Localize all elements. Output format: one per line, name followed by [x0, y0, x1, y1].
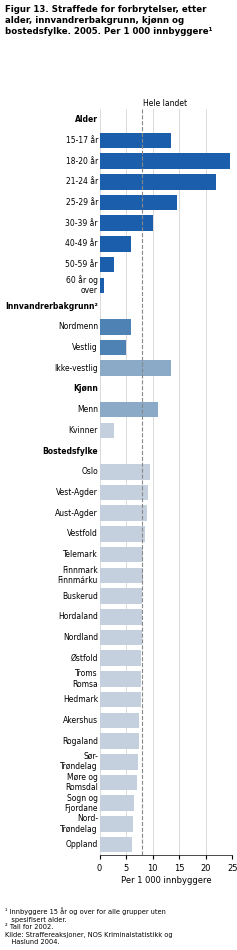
Text: Møre og
Romsdal: Møre og Romsdal — [65, 772, 98, 792]
Text: Hordaland: Hordaland — [58, 612, 98, 621]
Text: Rogaland: Rogaland — [62, 736, 98, 746]
Bar — [100, 795, 134, 811]
Bar — [100, 174, 216, 189]
Text: 60 år og
over: 60 år og over — [66, 276, 98, 295]
Text: Akershus: Akershus — [63, 716, 98, 725]
Bar — [100, 609, 142, 624]
Text: Aust-Agder: Aust-Agder — [55, 508, 98, 518]
Text: 15-17 år: 15-17 år — [66, 136, 98, 144]
Text: Innvandrerbakgrunn²: Innvandrerbakgrunn² — [5, 301, 98, 311]
Text: Hedmark: Hedmark — [63, 695, 98, 704]
Bar — [100, 423, 114, 438]
Text: Bostedsfylke: Bostedsfylke — [42, 446, 98, 456]
Bar — [100, 588, 142, 604]
Bar — [100, 216, 153, 231]
Text: ¹ Innbyggere 15 år og over for alle grupper uten
   spesifisert alder.
² Tall fo: ¹ Innbyggere 15 år og over for alle grup… — [5, 907, 172, 945]
Text: Nordmenn: Nordmenn — [58, 322, 98, 332]
Text: Oslo: Oslo — [81, 467, 98, 476]
Bar — [100, 567, 143, 583]
Bar — [100, 133, 171, 148]
Bar — [100, 526, 145, 542]
Text: Vestfold: Vestfold — [67, 529, 98, 539]
Bar — [100, 692, 141, 708]
Bar — [100, 712, 139, 728]
Bar — [100, 484, 148, 501]
Text: 18-20 år: 18-20 år — [66, 157, 98, 165]
Bar — [100, 816, 133, 831]
Bar — [100, 464, 150, 480]
Bar — [100, 754, 138, 770]
Bar — [100, 256, 114, 273]
Text: Finnmark
Finnmárku: Finnmark Finnmárku — [58, 565, 98, 585]
Text: Hele landet: Hele landet — [143, 99, 187, 108]
Bar — [100, 775, 137, 790]
Text: Kjønn: Kjønn — [73, 385, 98, 393]
Bar — [100, 402, 158, 417]
Bar — [100, 547, 143, 562]
Text: Vest-Agder: Vest-Agder — [56, 488, 98, 497]
Text: 25-29 år: 25-29 år — [66, 198, 98, 207]
Text: 50-59 år: 50-59 år — [65, 260, 98, 269]
Text: 30-39 år: 30-39 år — [65, 218, 98, 228]
Text: Figur 13. Straffede for forbrytelser, etter
alder, innvandrerbakgrunn, kjønn og
: Figur 13. Straffede for forbrytelser, et… — [5, 5, 212, 36]
Bar — [100, 277, 104, 294]
Text: Ikke-vestlig: Ikke-vestlig — [54, 364, 98, 372]
Bar — [100, 837, 132, 852]
Bar — [100, 153, 230, 169]
Bar — [100, 630, 142, 645]
Text: Alder: Alder — [75, 115, 98, 124]
Text: Oppland: Oppland — [66, 840, 98, 849]
Text: 21-24 år: 21-24 år — [66, 178, 98, 186]
Text: Sogn og
Fjordane: Sogn og Fjordane — [64, 793, 98, 813]
Bar — [100, 195, 177, 210]
Text: Nordland: Nordland — [63, 633, 98, 642]
Text: Menn: Menn — [77, 405, 98, 414]
Bar — [100, 733, 139, 749]
Text: Nord-
Trøndelag: Nord- Trøndelag — [60, 814, 98, 834]
Bar — [100, 671, 141, 687]
Text: Troms
Romsa: Troms Romsa — [72, 669, 98, 689]
Bar — [100, 651, 141, 666]
Text: Vestlig: Vestlig — [72, 343, 98, 352]
X-axis label: Per 1 000 innbyggere: Per 1 000 innbyggere — [121, 876, 211, 884]
Bar — [100, 340, 126, 355]
Bar — [100, 505, 147, 521]
Text: Sør-
Trøndelag: Sør- Trøndelag — [60, 752, 98, 771]
Text: Buskerud: Buskerud — [62, 592, 98, 600]
Text: Telemark: Telemark — [63, 550, 98, 560]
Text: Østfold: Østfold — [70, 654, 98, 663]
Text: 40-49 år: 40-49 år — [65, 239, 98, 248]
Text: Kvinner: Kvinner — [68, 426, 98, 435]
Bar — [100, 360, 171, 376]
Bar — [100, 319, 131, 334]
Bar — [100, 237, 131, 252]
